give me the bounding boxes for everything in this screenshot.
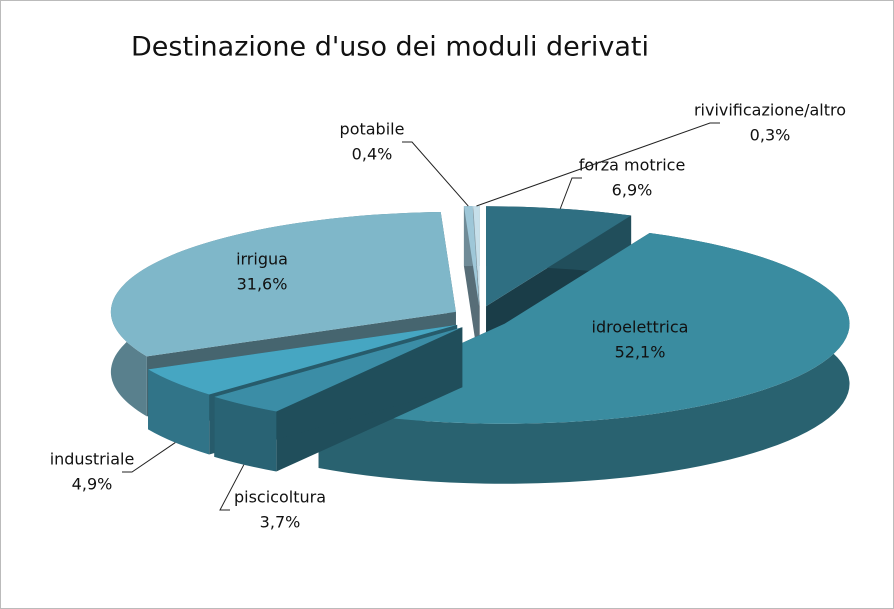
- slice-value-label: 31,6%: [237, 275, 288, 294]
- slice: [214, 327, 463, 472]
- leader-line: [559, 177, 582, 209]
- slice: [148, 324, 458, 395]
- slice-label: industriale: [50, 450, 135, 469]
- leader-line: [476, 122, 720, 207]
- chart-title: Destinazione d'uso dei moduli derivati: [131, 32, 649, 63]
- slice: [463, 206, 480, 307]
- slice-value-label: 0,4%: [352, 145, 393, 164]
- slice-value-label: 4,9%: [72, 475, 113, 494]
- slice: [463, 206, 480, 367]
- slice: [473, 206, 480, 307]
- slice-label: idroelettrica: [592, 318, 689, 337]
- leader-line: [122, 442, 176, 473]
- slice-value-label: 3,7%: [260, 513, 301, 532]
- slice-label: piscicoltura: [234, 488, 326, 507]
- slice: [486, 206, 632, 307]
- slice: [214, 327, 463, 412]
- slice: [110, 211, 456, 357]
- slice-value-label: 0,3%: [750, 126, 791, 145]
- slice-label: potabile: [340, 120, 405, 139]
- slice-value-label: 6,9%: [612, 181, 653, 200]
- slice-label: forza motrice: [579, 156, 686, 175]
- slice-wall: [148, 369, 210, 455]
- slice-value-label: 52,1%: [615, 343, 666, 362]
- leader-line: [219, 464, 245, 511]
- slice-wall: [214, 396, 277, 472]
- slice-label: rivivificazione/altro: [694, 101, 846, 120]
- slice-label: irrigua: [236, 250, 288, 269]
- leader-line: [402, 141, 469, 207]
